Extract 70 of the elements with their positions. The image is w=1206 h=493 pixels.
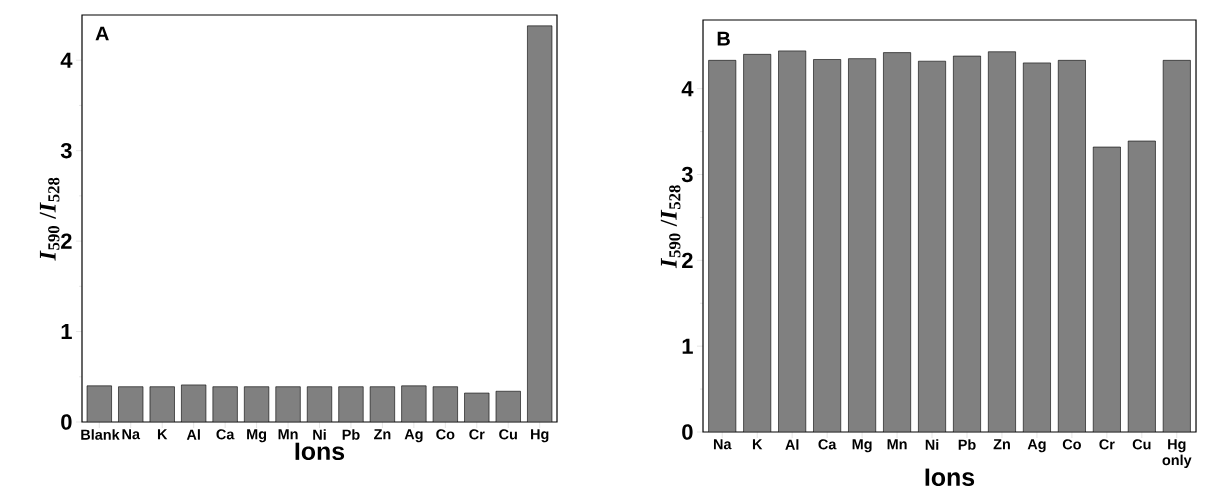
x-tick-label: Blank (81, 429, 120, 440)
x-tick-label: Na (713, 439, 732, 450)
x-tick-label: Mn (887, 439, 907, 450)
x-tick-label: Ca (818, 439, 837, 450)
bar (883, 52, 911, 432)
x-tick-label: K (752, 439, 763, 450)
annotation: B (717, 31, 730, 46)
bar (1058, 60, 1086, 432)
bar (918, 61, 946, 432)
bar (338, 386, 364, 422)
y-tick-label: 0 (61, 414, 72, 430)
x-tick-label: Co (436, 429, 455, 440)
x-tick-label: Cr (469, 429, 485, 440)
x-tick-label: Ag (1027, 439, 1046, 453)
y-tick-label: 0 (682, 424, 693, 440)
x-tick-label: Cu (499, 429, 517, 440)
bar (708, 60, 736, 432)
x-tick-label: K (157, 429, 168, 440)
x-tick-label: Co (1062, 439, 1081, 450)
y-tick-label: 4 (681, 81, 694, 97)
bar (743, 54, 771, 432)
bar (118, 386, 144, 422)
bar (87, 385, 112, 422)
x-tick-label: Cr (1099, 439, 1115, 450)
y-tick-label: 4 (60, 52, 73, 68)
bar (212, 386, 238, 422)
y-tick-label: 3 (60, 142, 72, 159)
x-axis-title: Ions (925, 468, 975, 486)
x-tick-label: Ni (313, 429, 326, 440)
x-tick-label: Zn (374, 429, 391, 440)
y-tick-label: 1 (682, 338, 693, 354)
bar (307, 386, 332, 422)
bar (953, 56, 981, 432)
x-tick-label: Ag (404, 429, 423, 443)
x-axis-title: Ions (295, 442, 345, 461)
annotation: A (95, 26, 109, 41)
bar (1023, 62, 1051, 432)
x-tick-label: Al (186, 429, 200, 440)
y-tick-label: 2 (682, 252, 693, 268)
x-tick-label: Pb (342, 429, 360, 440)
x-tick-label: Zn (993, 439, 1010, 450)
y-tick-label: 1 (61, 324, 72, 340)
x-tick-label: Hg only (1162, 439, 1192, 469)
x-tick-label: Hg (531, 429, 549, 443)
y-tick-label: 3 (681, 166, 693, 183)
bar (848, 58, 876, 432)
bar (813, 59, 841, 432)
bar (433, 386, 458, 422)
x-tick-label: Mg (247, 429, 267, 443)
bar (401, 385, 427, 422)
bar (988, 51, 1016, 432)
x-tick-label: Cu (1132, 439, 1151, 450)
x-tick-label: Mg (852, 439, 872, 453)
bar (527, 25, 553, 422)
bar (778, 50, 806, 432)
x-tick-label: Ca (216, 429, 235, 440)
bar (370, 386, 395, 422)
x-tick-label: Mn (278, 429, 298, 440)
y-axis-title: I$_{590}$ /I$_{528}$ (660, 185, 681, 269)
y-tick-label: 2 (61, 233, 72, 249)
x-tick-label: Pb (958, 439, 976, 450)
bar (149, 386, 175, 422)
bar (244, 386, 269, 422)
bar (1162, 60, 1191, 432)
bar (1093, 147, 1121, 432)
x-tick-label: Ni (925, 439, 939, 450)
x-tick-label: Al (785, 439, 799, 450)
bar (1128, 141, 1156, 432)
bar (275, 386, 301, 422)
x-tick-label: Na (122, 429, 141, 440)
